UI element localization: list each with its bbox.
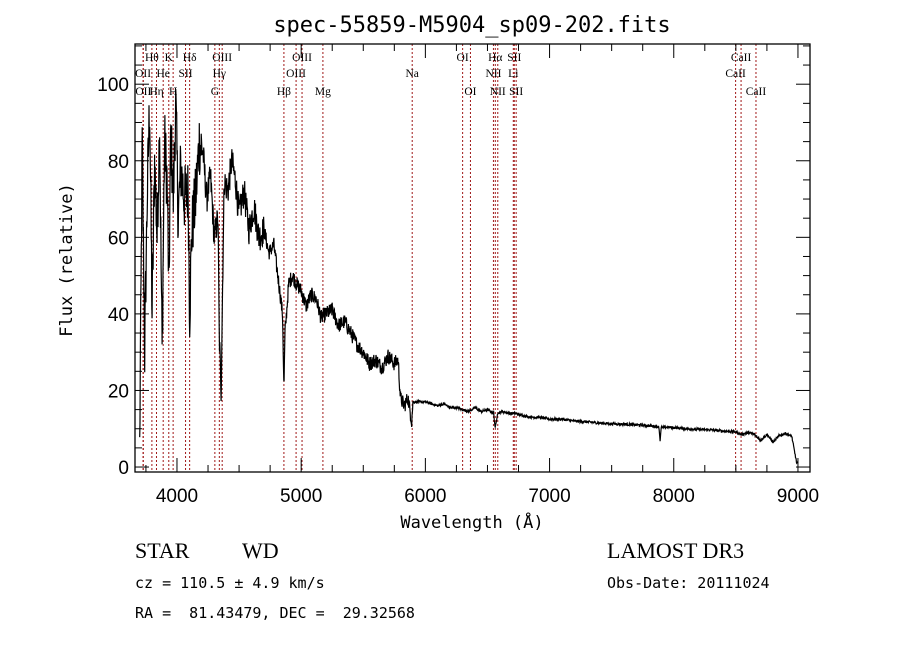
line-marker-label-24: SII [509,86,523,98]
object-subclass: WD [242,538,279,563]
line-marker-label-25: CaII [731,52,752,64]
y-tick-label: 0 [118,458,129,479]
x-tick-label: 7000 [528,486,570,507]
line-marker-label-21: NII [490,86,506,98]
line-marker-label-11: G [211,86,219,98]
y-tick-label: 60 [108,228,129,249]
line-marker-label-22: SII [507,52,521,64]
line-marker-label-15: Mg [315,86,331,98]
line-marker-label-0: Hθ [145,52,159,64]
line-marker-label-18: OI [464,86,476,98]
line-marker-label-8: Hδ [183,52,197,64]
x-tick-label: 8000 [653,486,695,507]
line-marker-label-20: NII [485,68,501,80]
coordinates-info: RA = 81.43479, DEC = 29.32568 [135,604,415,622]
line-marker-label-17: OI [457,52,469,64]
series-group [139,88,799,465]
line-marker-label-23: Li [508,68,518,80]
x-tick-label: 6000 [404,486,446,507]
plot-frame [134,43,811,473]
y-axis-label: Flux (relative) [57,183,77,337]
observation-date: Obs-Date: 20111024 [607,574,770,592]
x-tick-label: 4000 [156,486,198,507]
line-marker-label-10: Hγ [213,68,226,80]
line-marker-label-26: CaII [725,68,746,80]
y-tick-label: 80 [108,152,129,173]
line-marker-label-7: SII [179,68,193,80]
y-tick-label: 100 [97,75,129,96]
line-marker-label-6: H [169,86,177,98]
line-marker-label-2: OII [135,86,151,98]
y-tick-label: 20 [108,381,129,402]
line-marker-label-5: K [165,52,174,64]
x-tick-label: 9000 [777,486,819,507]
redshift-info: cz = 110.5 ± 4.9 km/s [135,574,325,592]
y-axis-ticks: 0 20 40 60 80 100 [97,45,810,479]
line-marker-label-1: OII [135,68,151,80]
spectrum-line [139,88,799,465]
line-marker-label-14: OIII [286,68,306,80]
chart-title: spec-55859-M5904_sp09-202.fits [273,13,670,38]
line-marker-label-4: Hη [149,86,163,98]
y-tick-label: 40 [108,305,129,326]
object-class: STAR [135,538,190,563]
line-marker-label-19: Hα [488,52,502,64]
line-marker-label-16: Na [405,68,418,80]
line-marker-label-3: He [156,68,169,80]
survey-name: LAMOST DR3 [607,538,745,563]
x-axis-ticks: 4000 5000 6000 7000 8000 9000 [145,44,819,507]
x-tick-label: 5000 [280,486,322,507]
line-marker-label-12: Hβ [277,86,291,98]
line-marker-label-27: CaII [746,86,767,98]
x-axis-label: Wavelength (Å) [400,511,543,533]
line-marker-label-13: OIII [292,52,312,64]
line-marker-label-9: OIII [212,52,232,64]
